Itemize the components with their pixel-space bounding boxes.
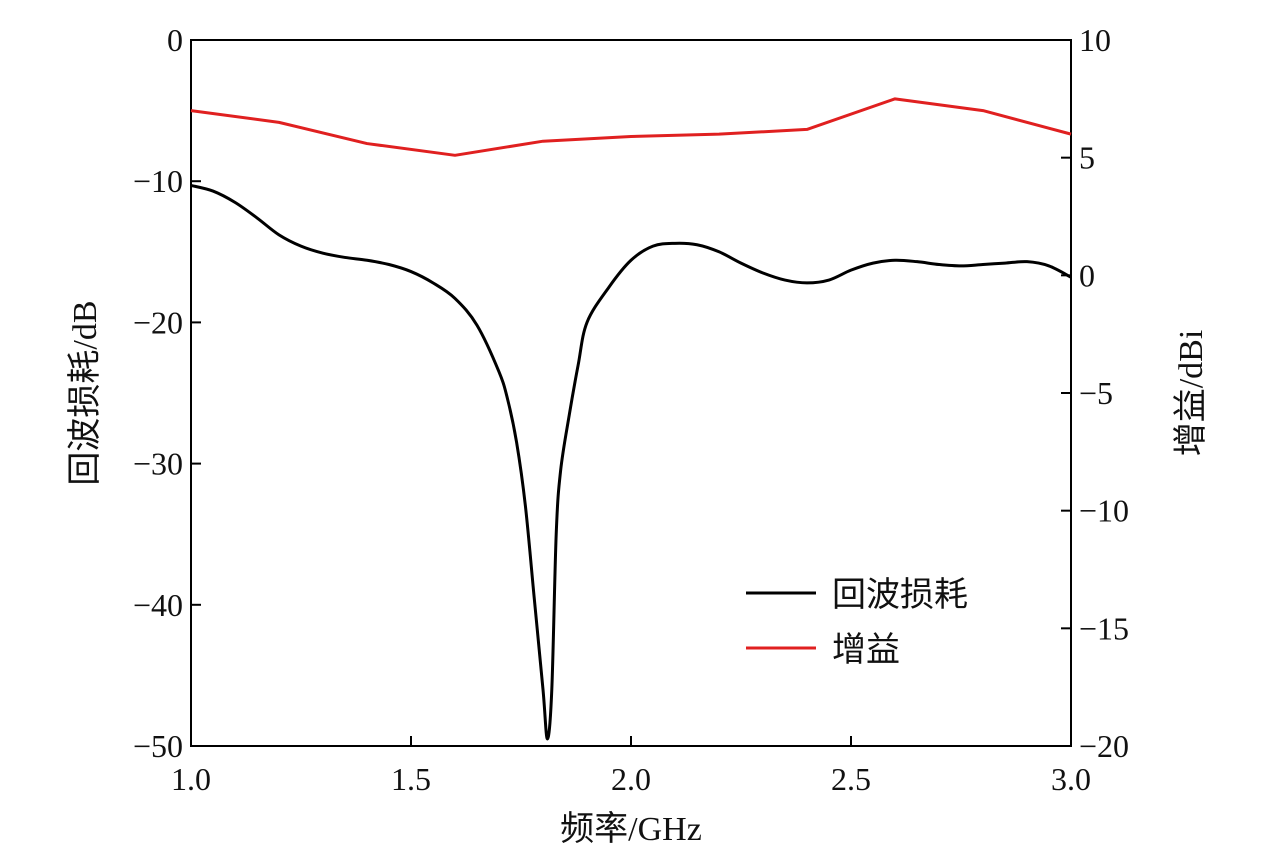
- x-tick-label: 2.0: [611, 761, 651, 797]
- right-y-tick-label: −10: [1079, 493, 1129, 529]
- left-y-axis-title: 回波损耗/dB: [66, 300, 104, 485]
- gain-series-line: [190, 97, 1072, 157]
- left-y-tick-label: −30: [133, 446, 183, 482]
- legend: 回波损耗 增益: [746, 576, 968, 669]
- legend-label-gain: 增益: [832, 631, 900, 669]
- return-loss-series-line: [190, 183, 1072, 741]
- left-y-axis-ticks: 0 −10 −20 −30 −40 −50: [133, 22, 201, 764]
- right-y-tick-label: 0: [1079, 257, 1095, 293]
- left-y-tick-label: −50: [133, 728, 183, 764]
- right-y-tick-label: 10: [1079, 22, 1111, 58]
- x-tick-label: 2.5: [831, 761, 871, 797]
- right-y-tick-label: −20: [1079, 728, 1129, 764]
- x-tick-label: 1.5: [391, 761, 431, 797]
- right-y-axis-ticks: 10 5 0 −5 −10 −15 −20: [1061, 22, 1129, 764]
- right-y-tick-label: 5: [1079, 140, 1095, 176]
- left-y-tick-label: 0: [167, 22, 183, 58]
- left-y-tick-label: −10: [133, 163, 183, 199]
- left-y-tick-label: −40: [133, 587, 183, 623]
- left-y-tick-label: −20: [133, 304, 183, 340]
- right-y-tick-label: −5: [1079, 375, 1113, 411]
- right-y-axis-title: 增益/dBi: [1172, 330, 1210, 457]
- x-tick-label: 3.0: [1051, 761, 1091, 797]
- legend-label-return-loss: 回波损耗: [832, 576, 968, 614]
- series-layer: [190, 97, 1072, 741]
- x-axis-title: 频率/GHz: [560, 810, 702, 848]
- x-tick-label: 1.0: [171, 761, 211, 797]
- right-y-tick-label: −15: [1079, 610, 1129, 646]
- plot-frame: [190, 39, 1072, 747]
- x-axis-ticks: 1.0 1.5 2.0 2.5 3.0: [171, 736, 1091, 797]
